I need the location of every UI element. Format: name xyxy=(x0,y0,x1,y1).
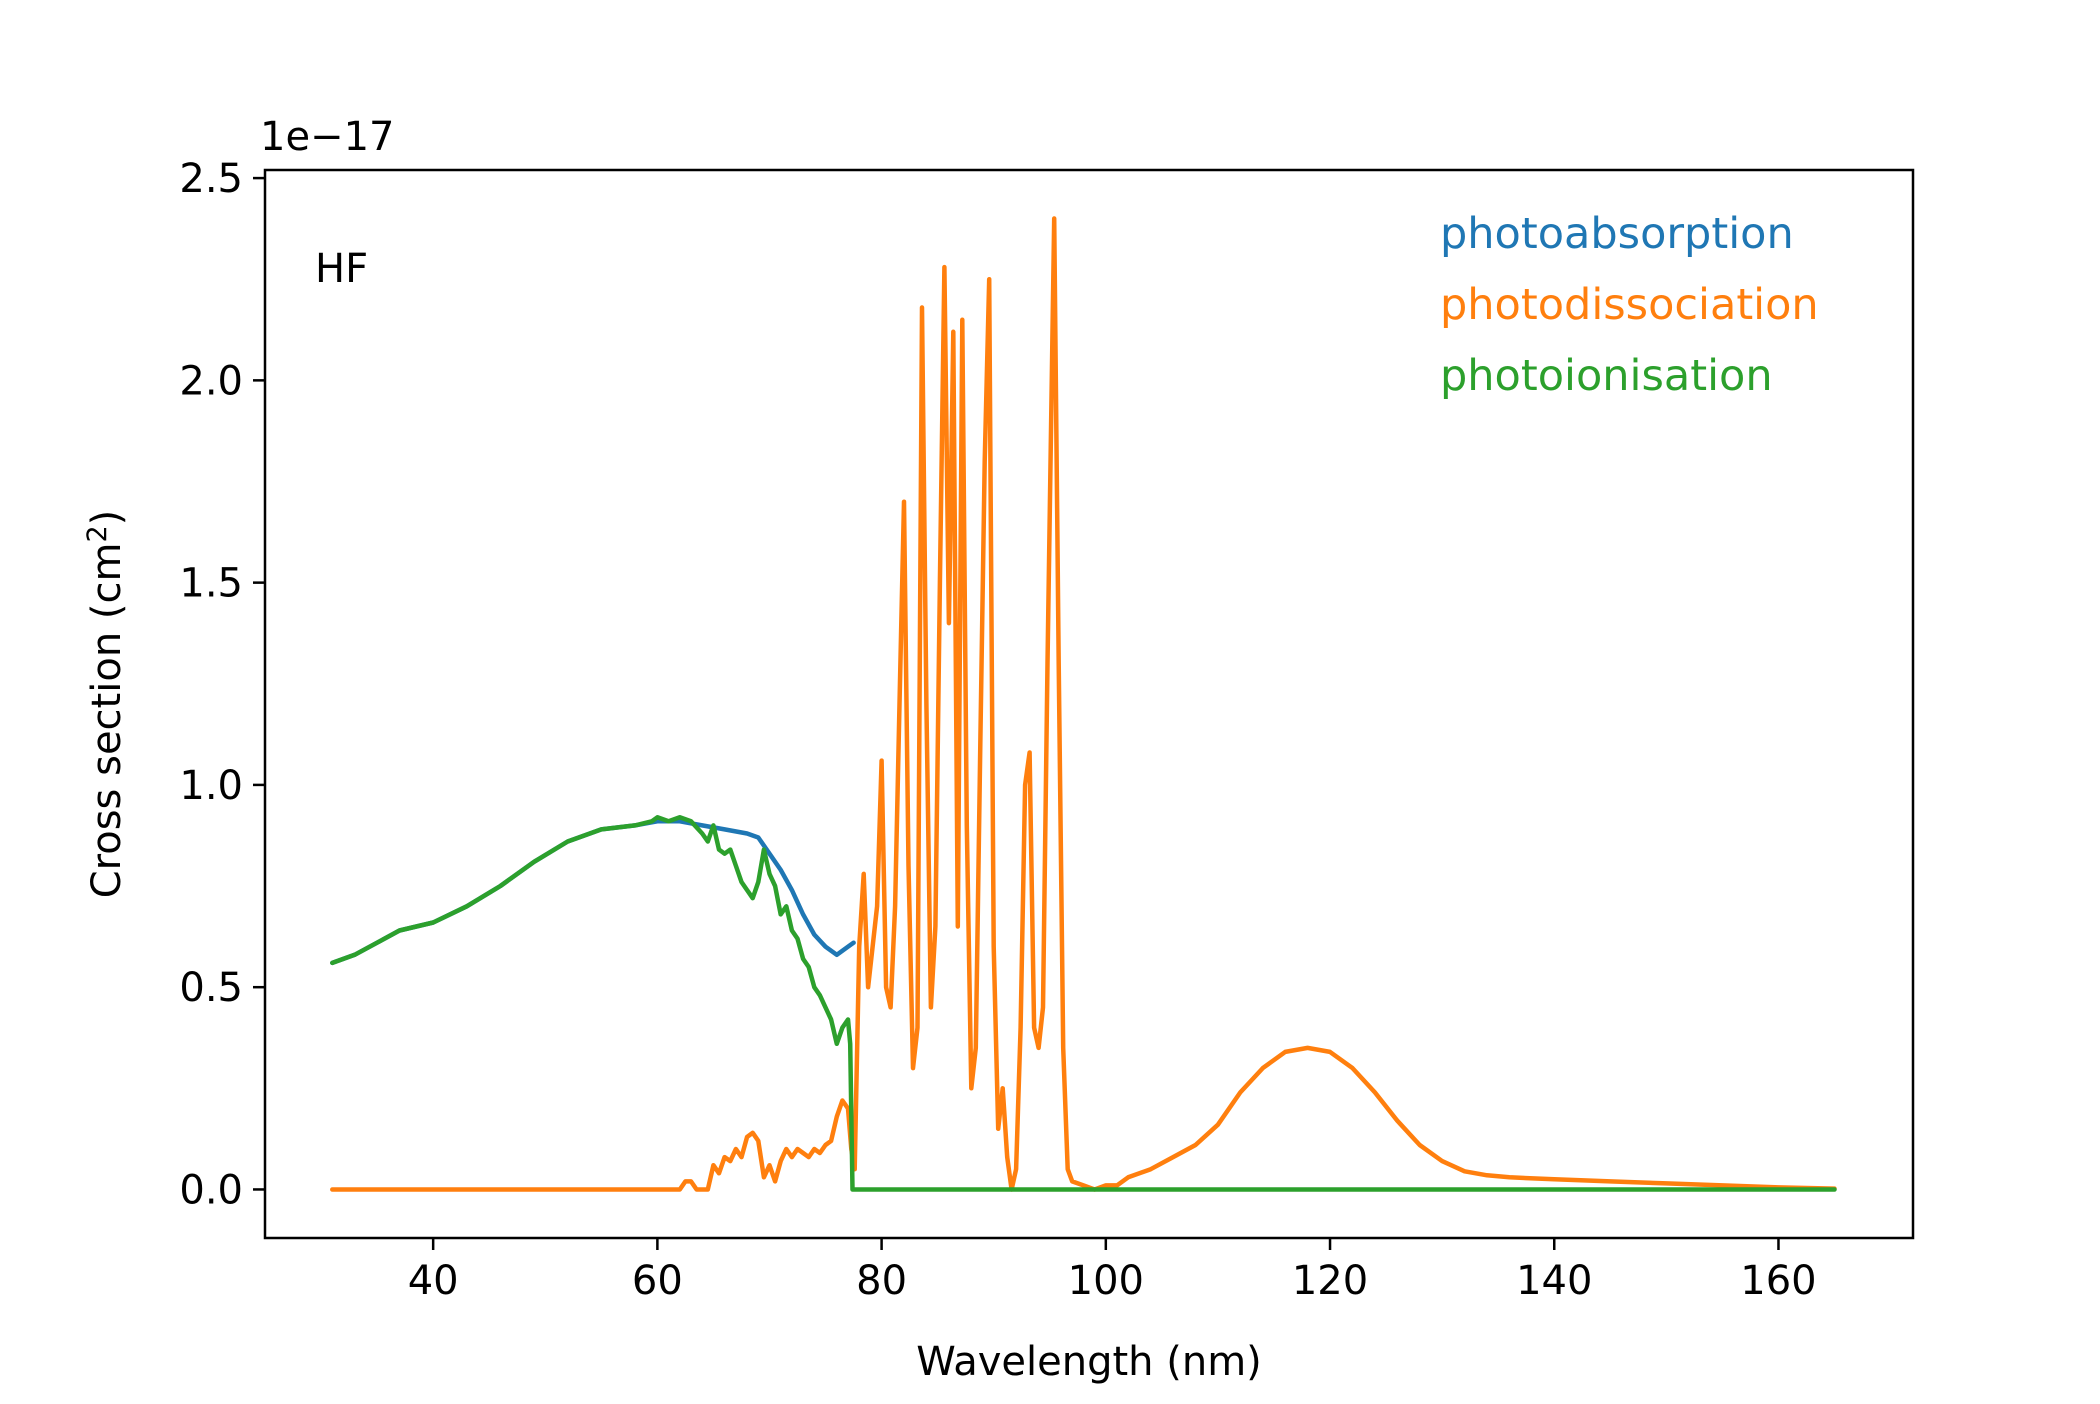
legend-entry-photoabsorption: photoabsorption xyxy=(1440,209,1794,259)
y-tick-label: 0.0 xyxy=(179,1167,243,1213)
legend-entry-photodissociation: photodissociation xyxy=(1440,280,1819,330)
legend-entry-photoionisation: photoionisation xyxy=(1440,351,1773,401)
x-tick-label: 60 xyxy=(632,1258,683,1304)
y-axis-ticks: 0.0 0.5 1.0 1.5 2.0 2.5 xyxy=(179,156,265,1213)
x-tick-label: 140 xyxy=(1516,1258,1592,1304)
y-tick-label: 0.5 xyxy=(179,965,243,1011)
plot-frame xyxy=(263,168,1915,1240)
series-line-photoionisation xyxy=(330,815,1837,1192)
x-axis-label: Wavelength (nm) xyxy=(916,1339,1262,1385)
x-tick-label: 120 xyxy=(1292,1258,1368,1304)
y-tick-label: 1.5 xyxy=(179,561,243,607)
annotation-label: HF xyxy=(315,246,368,292)
series-line-photodissociation xyxy=(330,216,1837,1192)
x-tick-label: 160 xyxy=(1740,1258,1816,1304)
x-tick-label: 40 xyxy=(408,1258,459,1304)
y-tick-label: 2.5 xyxy=(179,156,243,202)
y-axis-label-main: Cross section (cm xyxy=(84,543,130,899)
y-tick-label: 2.0 xyxy=(179,358,243,404)
x-tick-label: 80 xyxy=(856,1258,907,1304)
y-axis-label: Cross section (cm2) xyxy=(82,510,130,899)
legend: photoabsorption photodissociation photoion… xyxy=(1440,209,1819,401)
x-axis-ticks: 40 60 80 100 120 140 160 xyxy=(408,1238,1817,1304)
y-axis-label-superscript: 2 xyxy=(82,525,113,542)
y-tick-label: 1.0 xyxy=(179,763,243,809)
series-layer xyxy=(330,216,1837,1192)
y-axis-label-tail: ) xyxy=(84,510,130,526)
y-offset-label: 1e−17 xyxy=(260,114,394,160)
x-tick-label: 100 xyxy=(1068,1258,1144,1304)
